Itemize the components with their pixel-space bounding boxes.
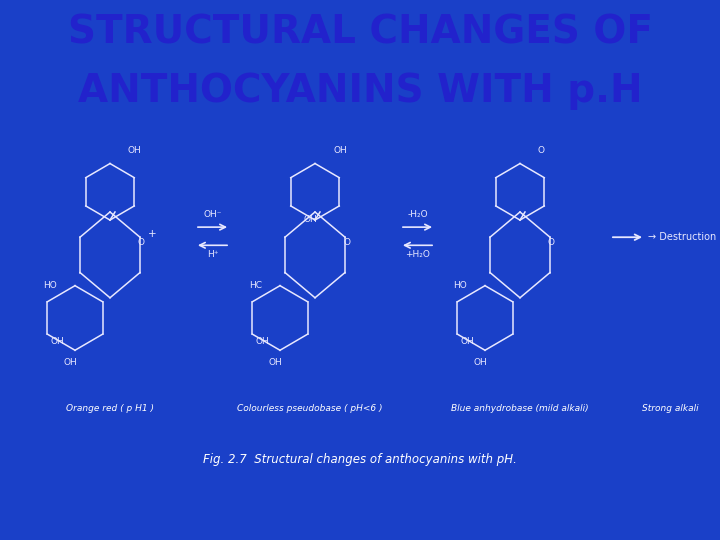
Text: HC: HC — [249, 281, 262, 290]
Text: → Destruction: → Destruction — [648, 232, 716, 242]
Text: -H₂O: -H₂O — [408, 210, 428, 219]
Text: Orange red ( p H1 ): Orange red ( p H1 ) — [66, 404, 154, 413]
Text: HO: HO — [43, 281, 57, 290]
Text: O: O — [138, 238, 145, 247]
Text: +H₂O: +H₂O — [405, 251, 430, 259]
Text: Strong alkali: Strong alkali — [642, 404, 698, 413]
Text: OH: OH — [63, 359, 77, 367]
Text: OH: OH — [268, 359, 282, 367]
Text: OH: OH — [303, 215, 317, 224]
Text: O: O — [548, 238, 555, 247]
Text: Colourless pseudobase ( pH<6 ): Colourless pseudobase ( pH<6 ) — [238, 404, 383, 413]
Text: +: + — [148, 229, 157, 239]
Text: OH: OH — [473, 359, 487, 367]
Text: Fig. 2.7  Structural changes of anthocyanins with pH.: Fig. 2.7 Structural changes of anthocyan… — [203, 453, 517, 466]
Text: OH: OH — [50, 337, 64, 346]
Text: H⁺: H⁺ — [207, 251, 218, 259]
Text: O: O — [343, 238, 350, 247]
Text: Blue anhydrobase (mild alkali): Blue anhydrobase (mild alkali) — [451, 404, 589, 413]
Text: OH: OH — [256, 337, 269, 346]
Text: STRUCTURAL CHANGES OF: STRUCTURAL CHANGES OF — [68, 14, 652, 51]
Text: HO: HO — [454, 281, 467, 290]
Text: OH⁻: OH⁻ — [203, 210, 222, 219]
Text: ANTHOCYANINS WITH p.H: ANTHOCYANINS WITH p.H — [78, 72, 642, 110]
Text: OH: OH — [333, 146, 347, 156]
Text: OH: OH — [460, 337, 474, 346]
Text: O: O — [538, 146, 545, 156]
Text: OH: OH — [128, 146, 142, 156]
